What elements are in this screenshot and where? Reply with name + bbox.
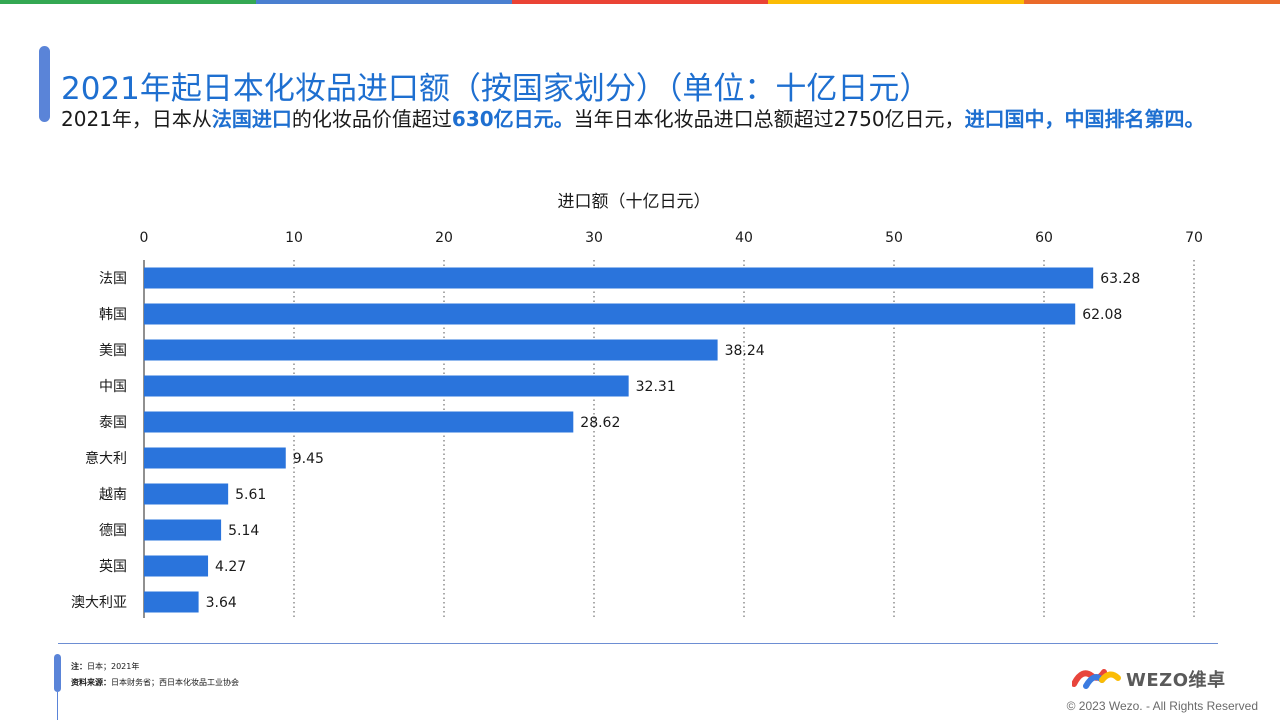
note-text: 日本；2021年 <box>87 662 140 671</box>
category-label: 澳大利亚 <box>71 595 127 611</box>
copyright: © 2023 Wezo. - All Rights Reserved <box>1066 699 1258 713</box>
axis-title: 进口额（十亿日元） <box>558 192 711 212</box>
data-label: 28.62 <box>580 415 620 431</box>
category-label: 中国 <box>99 379 127 395</box>
category-label: 韩国 <box>99 307 127 323</box>
logo-text: WEZO维卓 <box>1126 670 1226 691</box>
footer-accent-bar <box>54 654 61 692</box>
bar <box>144 519 222 541</box>
footer-note: 注：日本；2021年 <box>71 661 139 672</box>
subtitle-text: 2021年，日本从 <box>61 107 212 131</box>
title-accent-bar <box>39 46 50 122</box>
bar <box>144 483 229 505</box>
data-label: 4.27 <box>215 559 246 575</box>
category-label: 英国 <box>99 558 127 575</box>
subtitle-text: 的化妆品价值超过 <box>291 107 452 131</box>
category-label: 美国 <box>99 343 127 359</box>
subtitle: 2021年，日本从法国进口的化妆品价值超过630亿日元。当年日本化妆品进口总额超… <box>61 106 1221 133</box>
data-label: 5.14 <box>228 523 259 539</box>
top-bar-segment <box>1024 0 1280 4</box>
top-bar-segment <box>256 0 512 4</box>
bar <box>144 411 574 433</box>
x-tick-label: 40 <box>735 230 753 246</box>
category-label: 德国 <box>99 523 127 539</box>
top-bar-segment <box>768 0 1024 4</box>
data-label: 32.31 <box>636 379 676 395</box>
x-tick-label: 60 <box>1035 230 1053 246</box>
bar-chart: 进口额（十亿日元） 0 10 20 30 40 50 60 70 法国 63.28 韩国 62.08 美国… <box>0 180 1280 630</box>
page-title: 2021年起日本化妆品进口额（按国家划分）（单位：十亿日元） <box>61 70 931 107</box>
data-label: 3.64 <box>206 595 237 611</box>
data-label: 38.24 <box>725 343 765 359</box>
category-label: 意大利 <box>85 450 127 467</box>
category-label: 法国 <box>99 271 127 287</box>
x-tick-label: 50 <box>885 230 903 246</box>
top-bar-segment <box>0 0 256 4</box>
data-label: 63.28 <box>1100 271 1140 287</box>
subtitle-highlight: 630亿日元。 <box>451 107 574 131</box>
source-text: 日本财务省；西日本化妆品工业协会 <box>111 678 239 687</box>
bar <box>144 267 1094 289</box>
x-tick-label: 70 <box>1185 230 1203 246</box>
note-label: 注： <box>71 662 87 671</box>
subtitle-highlight: 法国进口 <box>211 107 292 131</box>
footer-accent-line <box>57 692 58 720</box>
source-label: 资料来源： <box>71 678 111 687</box>
x-tick-label: 30 <box>585 230 603 246</box>
data-label: 5.61 <box>235 487 266 503</box>
x-tick-label: 0 <box>140 230 149 246</box>
x-tick-label: 20 <box>435 230 453 246</box>
data-label: 9.45 <box>293 451 324 467</box>
bar <box>144 303 1076 325</box>
subtitle-text: 当年日本化妆品进口总额超过2750亿日元， <box>573 107 965 131</box>
category-label: 泰国 <box>99 415 127 431</box>
chart-svg: 进口额（十亿日元） 0 10 20 30 40 50 60 70 法国 63.28 韩国 62.08 美国… <box>71 192 1203 618</box>
x-tick-label: 10 <box>285 230 303 246</box>
bar <box>144 591 199 613</box>
bar <box>144 555 209 577</box>
top-color-bar <box>0 0 1280 4</box>
bar <box>144 447 286 469</box>
wezo-logo-icon <box>1072 669 1121 689</box>
top-bar-segment <box>512 0 768 4</box>
footer-source: 资料来源：日本财务省；西日本化妆品工业协会 <box>71 677 239 688</box>
category-label: 越南 <box>99 487 127 503</box>
footer-divider <box>58 643 1218 644</box>
bar <box>144 375 629 397</box>
subtitle-highlight: 进口国中，中国排名第四。 <box>964 107 1205 131</box>
bar <box>144 339 718 361</box>
data-label: 62.08 <box>1082 307 1122 323</box>
